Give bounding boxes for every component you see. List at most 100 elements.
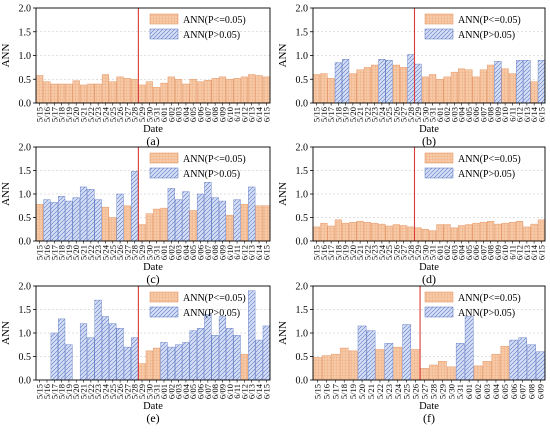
legend-label: ANN(P>0.05) bbox=[458, 169, 515, 180]
x-tick-label: 5/30 bbox=[144, 107, 154, 122]
x-tick-label: 5/21 bbox=[79, 245, 89, 260]
x-axis-label: Date bbox=[419, 124, 439, 135]
x-tick-label: 6/06 bbox=[196, 384, 206, 399]
bar bbox=[472, 76, 480, 104]
x-tick-label: 6/13 bbox=[522, 107, 532, 122]
x-tick-label: 6/09 bbox=[536, 384, 546, 399]
y-tick-label: 0.0 bbox=[296, 376, 309, 387]
bar bbox=[458, 225, 466, 242]
x-tick-label: 5/29 bbox=[137, 384, 147, 399]
x-tick-label: 5/17 bbox=[49, 107, 59, 122]
y-axis-label: ANN bbox=[277, 44, 289, 68]
x-tick-label: 6/05 bbox=[188, 384, 198, 399]
x-tick-label: 5/26 bbox=[391, 245, 401, 260]
y-tick-label: 2.0 bbox=[19, 143, 32, 154]
bar bbox=[123, 205, 131, 242]
plot-frame bbox=[312, 285, 546, 381]
bar bbox=[491, 353, 501, 381]
legend-label: ANN(P<=0.05) bbox=[183, 15, 246, 26]
bar bbox=[211, 335, 219, 381]
bar bbox=[79, 84, 88, 104]
bar bbox=[331, 353, 340, 381]
x-tick-label: 6/01 bbox=[159, 245, 169, 260]
bar bbox=[371, 64, 379, 104]
legend-swatch-significant bbox=[149, 152, 179, 164]
x-tick-label: 5/17 bbox=[330, 384, 340, 399]
bar bbox=[516, 60, 524, 104]
bar bbox=[465, 224, 473, 242]
x-tick-label: 5/27 bbox=[122, 245, 132, 260]
x-tick-label: 5/18 bbox=[57, 384, 67, 399]
bar bbox=[375, 349, 385, 381]
bar bbox=[255, 205, 263, 242]
x-tick-label: 6/06 bbox=[509, 384, 519, 399]
x-tick-label: 6/01 bbox=[435, 245, 445, 260]
bar bbox=[509, 339, 519, 381]
x-tick-label: 5/24 bbox=[100, 383, 110, 399]
bar bbox=[537, 219, 545, 242]
x-tick-label: 6/13 bbox=[247, 384, 257, 399]
x-tick-label: 6/12 bbox=[239, 384, 249, 399]
x-tick-label: 5/30 bbox=[144, 384, 154, 399]
bar bbox=[123, 78, 131, 104]
x-tick-label: 6/08 bbox=[486, 107, 496, 122]
x-tick-label: 6/14 bbox=[529, 244, 539, 260]
x-tick-label: 5/24 bbox=[377, 244, 387, 260]
x-tick-label: 6/02 bbox=[166, 107, 176, 122]
y-tick-label: 0.5 bbox=[19, 75, 32, 86]
bar bbox=[530, 223, 538, 242]
y-tick-label: 0.0 bbox=[19, 237, 32, 248]
bar bbox=[262, 76, 270, 104]
x-tick-label: 6/03 bbox=[449, 245, 459, 260]
x-tick-label: 5/27 bbox=[122, 384, 132, 399]
x-tick-label: 6/02 bbox=[442, 245, 452, 260]
bar bbox=[211, 197, 219, 242]
x-axis-label: Date bbox=[419, 401, 439, 412]
bar bbox=[447, 366, 456, 381]
legend: ANN(P<=0.05) ANN(P>0.05) bbox=[149, 152, 246, 180]
bar bbox=[145, 350, 153, 381]
y-tick-label: 1.5 bbox=[19, 305, 32, 316]
y-tick-label: 0.5 bbox=[296, 352, 309, 363]
x-tick-label: 6/03 bbox=[482, 384, 492, 399]
legend-label: ANN(P<=0.05) bbox=[458, 154, 521, 165]
x-tick-label: 6/11 bbox=[232, 245, 242, 260]
bar bbox=[218, 76, 227, 104]
bar bbox=[50, 332, 58, 381]
bar bbox=[240, 204, 248, 242]
bar bbox=[421, 229, 429, 242]
bar bbox=[255, 339, 263, 381]
bar bbox=[248, 290, 256, 381]
legend-label: ANN(P>0.05) bbox=[183, 308, 240, 319]
x-tick-label: 5/25 bbox=[108, 107, 118, 122]
legend: ANN(P<=0.05) ANN(P>0.05) bbox=[424, 291, 521, 319]
legend: ANN(P<=0.05) ANN(P>0.05) bbox=[424, 152, 521, 180]
bar bbox=[537, 60, 545, 104]
panel-label: (b) bbox=[422, 134, 436, 148]
x-tick-label: 5/30 bbox=[420, 245, 430, 260]
bar bbox=[438, 361, 447, 381]
y-tick-label: 2.0 bbox=[296, 282, 309, 293]
bar bbox=[472, 222, 480, 242]
y-tick-label: 1.0 bbox=[19, 329, 32, 340]
x-tick-label: 6/05 bbox=[464, 245, 474, 260]
y-tick-label: 1.5 bbox=[296, 166, 309, 177]
x-tick-label: 6/15 bbox=[536, 107, 546, 122]
x-tick-label: 5/23 bbox=[93, 384, 103, 399]
x-tick-label: 5/18 bbox=[57, 107, 67, 122]
bar bbox=[196, 193, 205, 242]
bar bbox=[500, 345, 510, 381]
bar bbox=[109, 323, 117, 381]
x-tick-label: 6/04 bbox=[181, 383, 191, 399]
x-tick-label: 6/07 bbox=[478, 245, 488, 260]
bar bbox=[131, 79, 139, 104]
bar bbox=[167, 76, 175, 104]
x-tick-label: 5/20 bbox=[71, 107, 81, 122]
y-tick-label: 1.5 bbox=[19, 166, 32, 177]
bar bbox=[87, 337, 95, 381]
x-tick-label: 5/26 bbox=[115, 384, 125, 399]
legend-swatch-nonsignificant bbox=[149, 167, 179, 179]
bar bbox=[508, 73, 516, 104]
bar bbox=[153, 347, 161, 381]
y-tick-label: 1.5 bbox=[296, 305, 309, 316]
